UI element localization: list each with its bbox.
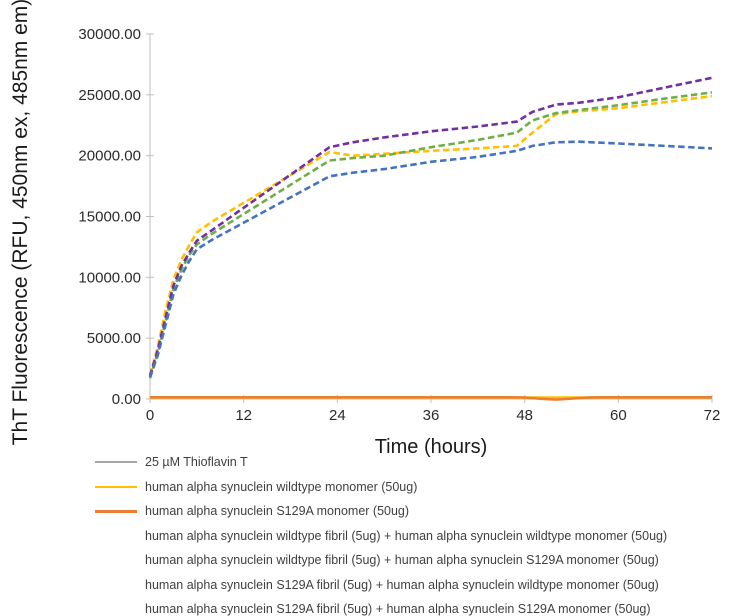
legend-key-line: [95, 461, 137, 464]
legend-key-line: [95, 608, 137, 611]
x-tick-label: 60: [610, 407, 627, 424]
legend-item: human alpha synuclein wildtype fibril (5…: [95, 524, 667, 549]
x-axis-title: Time (hours): [374, 436, 488, 458]
legend-label: human alpha synuclein wildtype fibril (5…: [145, 528, 668, 543]
series-line: [150, 395, 713, 401]
y-tick-label: 30000.00: [78, 26, 141, 43]
legend-key-line: [95, 485, 137, 488]
legend-key-line: [95, 583, 137, 586]
legend-label: 25 µM Thioflavin T: [145, 455, 248, 469]
y-tick-label: 20000.00: [78, 148, 141, 165]
legend-label: human alpha synuclein S129A fibril (5ug)…: [145, 577, 659, 592]
legend-key-line: [95, 534, 137, 537]
legend: 25 µM Thioflavin T human alpha synuclein …: [95, 450, 667, 616]
legend-key-line: [95, 510, 137, 513]
x-tick-label: 72: [704, 407, 721, 424]
series-line: [148, 91, 713, 379]
series-line: [148, 94, 713, 376]
legend-item: human alpha synuclein S129A fibril (5ug)…: [95, 573, 667, 598]
legend-label: human alpha synuclein S129A monomer (50u…: [145, 504, 410, 518]
legend-item: human alpha synuclein S129A fibril (5ug)…: [95, 597, 667, 616]
legend-key-line: [95, 559, 137, 562]
legend-label: human alpha synuclein wildtype monomer (…: [145, 479, 418, 494]
x-tick-label: 12: [235, 407, 252, 424]
y-tick-label: 0.00: [112, 391, 141, 408]
x-tick-label: 0: [146, 407, 154, 424]
series-line: [148, 140, 713, 378]
x-tick-label: 36: [423, 407, 440, 424]
legend-item: 25 µM Thioflavin T: [95, 450, 667, 475]
legend-item: human alpha synuclein wildtype fibril (5…: [95, 548, 667, 573]
y-tick-label: 5000.00: [87, 330, 141, 347]
y-axis-title: ThT Fluorescence (RFU, 450nm ex, 485nm e…: [9, 0, 32, 446]
x-tick-label: 24: [329, 407, 346, 424]
legend-label: human alpha synuclein S129A fibril (5ug)…: [145, 602, 651, 616]
y-tick-label: 10000.00: [78, 269, 141, 286]
x-tick-label: 48: [516, 407, 533, 424]
series-line: [148, 76, 713, 377]
legend-item: human alpha synuclein wildtype monomer (…: [95, 475, 667, 500]
legend-label: human alpha synuclein wildtype fibril (5…: [145, 553, 659, 567]
y-tick-label: 25000.00: [78, 87, 141, 104]
legend-item: human alpha synuclein S129A monomer (50u…: [95, 499, 667, 524]
y-tick-label: 15000.00: [78, 209, 141, 226]
